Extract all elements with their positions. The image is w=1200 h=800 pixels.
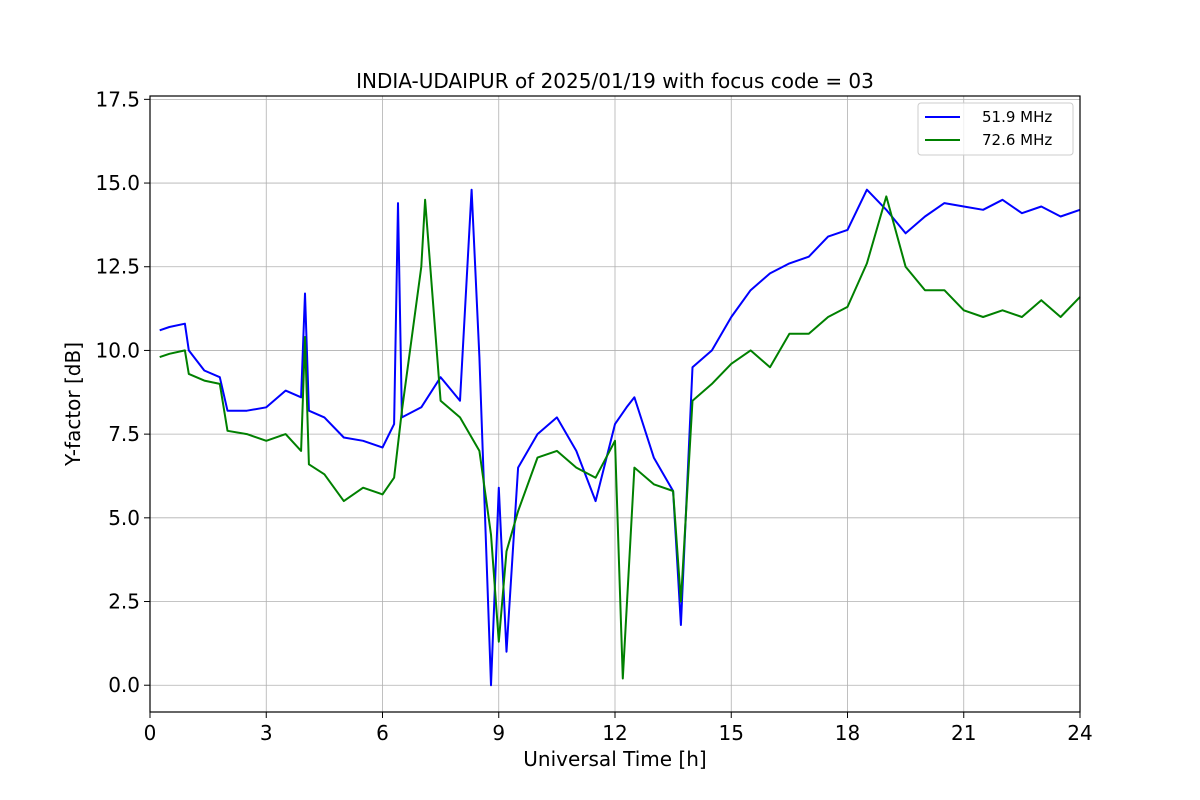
y-tick-label: 2.5 [108, 590, 140, 614]
x-tick-label: 9 [492, 721, 505, 745]
x-tick-label: 12 [602, 721, 627, 745]
y-tick-label: 15.0 [95, 171, 140, 195]
y-axis-label: Y-factor [dB] [61, 342, 85, 467]
x-tick-label: 0 [144, 721, 157, 745]
x-axis-label: Universal Time [h] [523, 747, 706, 771]
legend-label-72-6: 72.6 MHz [982, 131, 1052, 149]
x-tick-label: 21 [951, 721, 976, 745]
y-tick-label: 10.0 [95, 338, 140, 362]
series-line-51-9-mhz [159, 188, 1081, 687]
x-tick-label: 15 [719, 721, 744, 745]
y-tick-label: 7.5 [108, 422, 140, 446]
y-tick-label: 5.0 [108, 506, 140, 530]
legend-label-51-9: 51.9 MHz [982, 108, 1052, 126]
x-tick-label: 6 [376, 721, 389, 745]
y-tick-label: 0.0 [108, 673, 140, 697]
chart-title: INDIA-UDAIPUR of 2025/01/19 with focus c… [356, 69, 874, 93]
legend: 51.9 MHz 72.6 MHz [917, 102, 1074, 156]
x-tick-label: 18 [835, 721, 860, 745]
y-tick-label: 12.5 [95, 255, 140, 279]
ticks: 0 3 6 9 12 15 18 21 24 0.0 2.5 5.0 7.5 10.0 12.5 15.0 17… [95, 87, 1092, 745]
series-group [159, 188, 1081, 687]
x-tick-label: 3 [260, 721, 273, 745]
series-line-72-6-mhz [159, 195, 1081, 680]
y-tick-label: 17.5 [95, 87, 140, 111]
x-tick-label: 24 [1067, 721, 1092, 745]
